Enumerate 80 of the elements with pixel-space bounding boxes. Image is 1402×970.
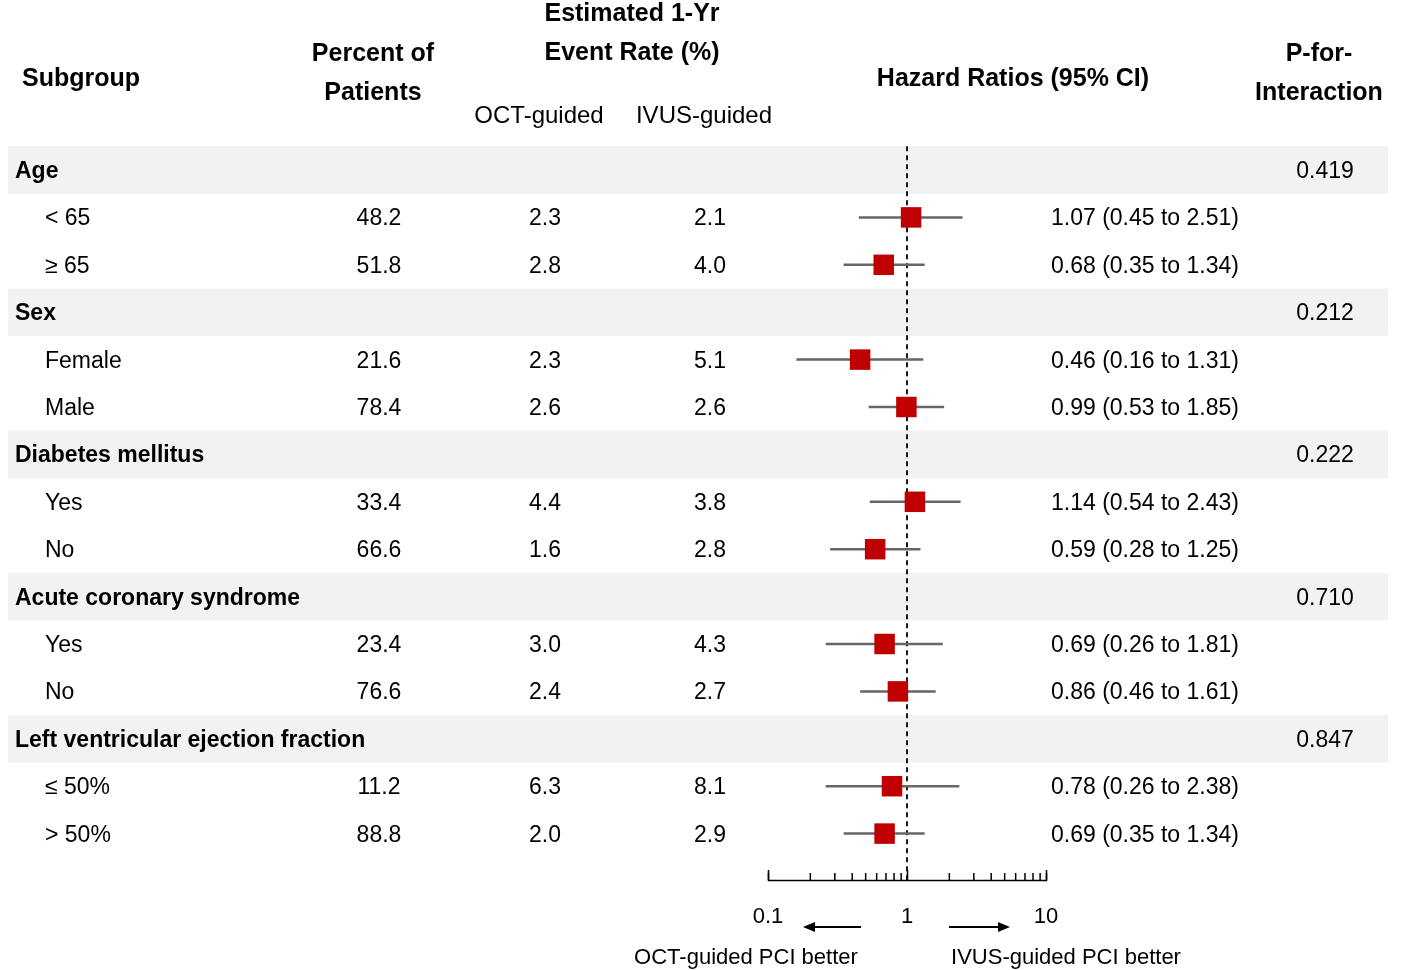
data-label: 8.1 [694,773,726,800]
text: Subgroup [22,62,141,91]
category-label: Acute coronary syndrome [15,583,301,610]
point [896,396,917,418]
data-label: 2.9 [694,820,726,847]
point [881,775,903,797]
data-label: 0.212 [1296,299,1354,326]
data-label: 78.4 [356,394,402,421]
data-label: 4.0 [694,251,726,278]
data-label: 2.7 [694,678,726,705]
data-label: 0.419 [1296,157,1354,184]
data-label: 6.3 [529,773,561,800]
point [864,538,886,560]
category-label: No [45,536,75,563]
text: Percent of Patients [311,38,435,105]
point [887,681,909,702]
data-label: 1.14 (0.54 to 2.43) [1051,488,1239,515]
data-label: 33.4 [356,488,402,515]
data-label: 0.86 (0.46 to 1.61) [1051,678,1239,705]
data-label: 11.2 [357,773,401,800]
data-label: 3.0 [529,631,561,658]
data-label: 0.68 (0.35 to 1.34) [1051,251,1239,278]
category-label: Diabetes mellitus [15,441,205,468]
category-label: ≤ 50% [45,773,111,800]
data-label: 2.4 [529,678,562,705]
point [900,207,922,228]
data-label: 2.1 [694,204,726,231]
data-label: 3.8 [694,488,726,515]
data-label: 0.78 (0.26 to 2.38) [1051,773,1239,800]
data-label: 23.4 [356,631,402,658]
category-label: Left ventricular ejection fraction [15,725,366,752]
x-tick-label: 10 [1033,902,1059,928]
series-label: P-for-Interaction [1255,38,1383,105]
data-label: 4.3 [694,631,726,658]
text: IVUS-guided PCI better [951,943,1181,969]
data-label: 0.710 [1296,583,1354,610]
data-label: 0.222 [1296,441,1354,468]
data-label: 21.6 [356,346,402,373]
text: IVUS-guided [635,101,773,129]
category-label: Age [15,157,59,184]
data-label: 0.69 (0.26 to 1.81) [1051,631,1239,658]
data-label: 2.3 [529,346,561,373]
data-label: 1.07 (0.45 to 2.51) [1051,204,1239,231]
category-label: Yes [45,631,83,658]
category-label: > 50% [45,820,111,847]
category-label: Yes [45,488,83,515]
data-label: 0.59 (0.28 to 1.25) [1051,536,1239,563]
data-label: 76.6 [356,678,402,705]
data-label: 0.99 (0.53 to 1.85) [1051,394,1239,421]
data-label: 4.4 [529,488,562,515]
text: OCT-guided PCI better [634,943,858,969]
data-label: 48.2 [356,204,402,231]
data-label: 0.69 (0.35 to 1.34) [1051,820,1239,847]
data-label: 0.847 [1296,725,1354,752]
data-label: 66.6 [356,536,402,563]
data-label: 2.6 [694,394,726,421]
data-label: 51.8 [356,251,402,278]
data-label: 2.3 [529,204,561,231]
category-label: Sex [15,299,57,326]
data-label: 2.8 [694,536,726,563]
data-label: 0.46 (0.16 to 1.31) [1051,346,1239,373]
point [874,823,895,844]
data-label: 2.0 [529,820,561,847]
data-label: 5.1 [694,346,726,373]
data-label: 2.8 [529,251,561,278]
text: Estimated 1-Yr Event Rate (%) [544,0,720,65]
data-label: 88.8 [356,820,402,847]
x-tick-label: 1 [900,902,914,928]
text: OCT-guided [474,101,604,129]
category-label: Female [45,346,122,373]
category-label: ≥ 65 [45,251,90,278]
x-tick-label: 0.1 [752,902,784,928]
data-label: 2.6 [529,394,561,421]
point [873,254,894,276]
category-label: < 65 [45,204,91,231]
data-label: 1.6 [529,536,561,563]
category-label: No [45,678,75,705]
text: Hazard Ratios (95% CI) [876,62,1150,91]
category-label: Male [45,394,95,421]
point [874,633,895,655]
